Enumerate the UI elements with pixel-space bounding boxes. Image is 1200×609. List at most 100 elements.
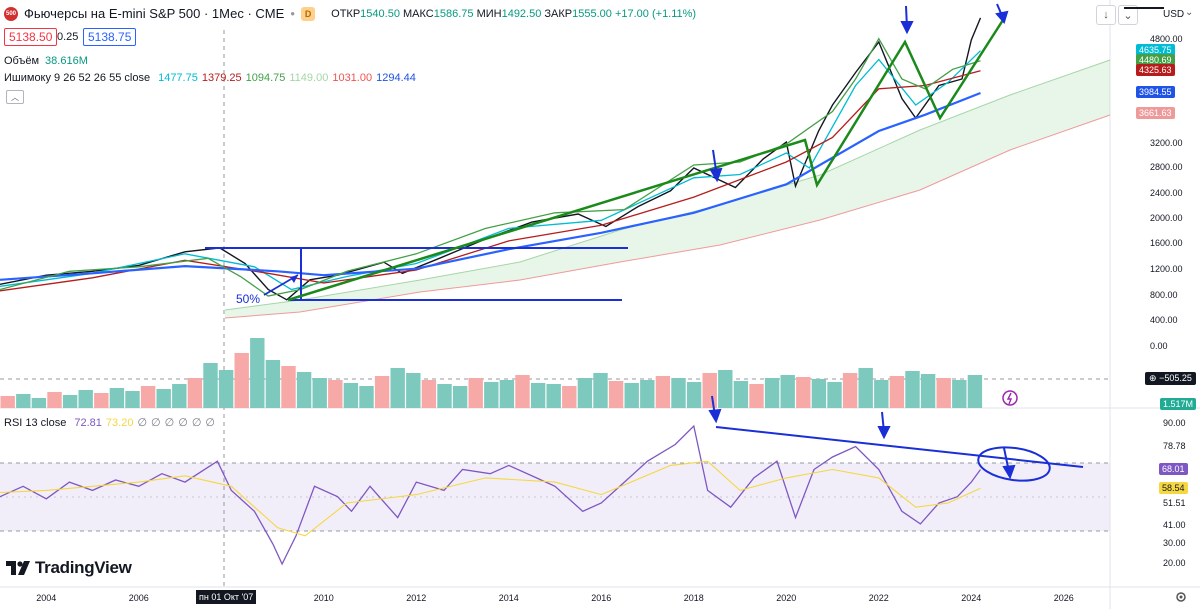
volume-bar xyxy=(842,373,858,408)
rsi-axis-tick: 20.00 xyxy=(1163,558,1186,568)
ichimoku-legend[interactable]: Ишимоку 9 26 52 26 55 close 1477.75 1379… xyxy=(4,72,416,84)
volume-bar xyxy=(702,373,717,408)
price-axis-tick: 2800.00 xyxy=(1150,162,1183,172)
volume-bar xyxy=(936,378,951,408)
price-series-line xyxy=(0,50,981,291)
volume-bar xyxy=(218,370,234,408)
settings-gear-icon[interactable] xyxy=(1174,590,1188,604)
price-scale-separator xyxy=(1124,7,1164,9)
volume-bar xyxy=(265,360,281,408)
volume-bar xyxy=(374,376,390,408)
ichimoku-label: Ишимоку 9 26 52 26 55 close xyxy=(4,72,151,84)
change-value: +17.00 (+1.11%) xyxy=(614,7,697,20)
volume-bar xyxy=(187,378,203,408)
volume-bar xyxy=(608,381,624,408)
volume-bar xyxy=(140,386,156,408)
volume-bar xyxy=(624,383,639,408)
time-axis-tick: 2006 xyxy=(128,593,149,603)
market-closed-dot-icon: ● xyxy=(290,9,296,18)
plus-icon: ⊕ xyxy=(1149,373,1157,383)
volume-bar xyxy=(406,373,421,408)
lightning-bolt xyxy=(1006,392,1013,405)
time-axis-tick: 2004 xyxy=(36,593,57,603)
rsi-axis-tick: 78.78 xyxy=(1163,441,1186,451)
volume-legend[interactable]: Объём 38.616M xyxy=(4,55,88,67)
volume-bar xyxy=(250,338,265,408)
high-label: МАКС xyxy=(403,7,434,20)
crosshair-price-label: ⊕ −505.25 xyxy=(1145,372,1196,385)
volume-bar xyxy=(0,396,15,408)
volume-bar xyxy=(359,386,374,408)
rsi-series-line xyxy=(0,424,982,566)
scroll-down-button[interactable]: ↓ xyxy=(1096,5,1116,25)
price-series-line xyxy=(0,91,981,281)
volume-bar xyxy=(640,380,655,408)
rsi-axis-tick: 51.51 xyxy=(1163,498,1186,508)
volume-bar xyxy=(718,370,733,408)
fifty-percent-annotation[interactable]: 50% xyxy=(236,292,261,306)
symbol-title[interactable]: Фьючерсы на E-mini S&P 500 · 1Мес · CME xyxy=(24,6,285,21)
volume-bar xyxy=(577,378,593,408)
volume-bar xyxy=(796,377,811,408)
tradingview-logo[interactable]: TradingView xyxy=(6,558,132,578)
drawing-green-trend[interactable] xyxy=(287,19,1005,302)
volume-bar xyxy=(530,383,546,408)
chevron-up-icon: ︿ xyxy=(11,92,19,102)
symbol-legend[interactable]: 500 Фьючерсы на E-mini S&P 500 · 1Мес · … xyxy=(4,6,696,21)
senkou-b-line xyxy=(224,114,1111,319)
rsi-axis-tick: 90.00 xyxy=(1163,418,1186,428)
volume-layer xyxy=(0,338,983,408)
crosshair-date-label: пн 01 Окт '07 xyxy=(196,590,257,604)
volume-bar xyxy=(421,380,437,408)
price-axis-tag: 3984.55 xyxy=(1136,86,1175,98)
volume-label: Объём xyxy=(4,55,40,67)
volume-bar xyxy=(733,381,749,408)
rsi-layer xyxy=(0,424,982,566)
volume-bar xyxy=(546,384,561,408)
volume-bar xyxy=(858,368,873,408)
rsi-value: ∅ xyxy=(178,417,188,429)
buy-price-button[interactable]: 5138.75 xyxy=(83,28,137,46)
delayed-badge[interactable]: D xyxy=(301,6,316,21)
price-axis-tick: 2000.00 xyxy=(1150,213,1183,223)
rsi-value: ∅ xyxy=(151,417,161,429)
currency-chevron-icon: ⌄ xyxy=(1185,7,1194,18)
volume-bar xyxy=(312,378,327,408)
currency-label[interactable]: USD xyxy=(1163,9,1185,20)
drawing-rsi-circle[interactable] xyxy=(976,443,1052,485)
volume-bar xyxy=(296,372,312,408)
high-value: 1586.75 xyxy=(433,7,474,20)
volume-bar xyxy=(281,366,296,408)
volume-bar xyxy=(78,390,93,408)
open-value: 1540.50 xyxy=(360,7,400,20)
volume-bar xyxy=(468,378,483,408)
collapse-legend-button[interactable]: ︿ xyxy=(6,90,24,104)
volume-bar xyxy=(920,374,936,408)
symbol-icon: 500 xyxy=(4,6,18,21)
more-button[interactable]: ⌄ xyxy=(1118,5,1138,25)
volume-bar xyxy=(109,388,125,408)
drawing-rsi-trendline[interactable] xyxy=(715,426,1084,468)
volume-bar xyxy=(780,375,795,408)
volume-bar xyxy=(31,398,47,408)
volume-bar xyxy=(234,353,249,408)
volume-bar xyxy=(94,393,109,408)
time-axis-tick: 2022 xyxy=(868,593,889,603)
drawing-arrow-50-head xyxy=(290,275,298,283)
time-axis-tick: 2024 xyxy=(961,593,982,603)
volume-bar xyxy=(16,394,31,408)
lightning-icon[interactable] xyxy=(1002,390,1018,406)
price-axis-tick: 1600.00 xyxy=(1150,238,1183,248)
volume-bar xyxy=(905,371,920,408)
time-axis-tick: 2026 xyxy=(1053,593,1074,603)
ichimoku-value: 1379.25 xyxy=(201,72,242,84)
ichimoku-value: 1294.44 xyxy=(376,72,416,84)
rsi-legend[interactable]: RSI 13 close 72.81 73.20 ∅ ∅ ∅ ∅ ∅ ∅ xyxy=(4,416,215,430)
rsi-value: 73.20 xyxy=(105,416,134,429)
drawing-arrows[interactable] xyxy=(708,3,1016,480)
price-axis-tag: 4480.69 xyxy=(1136,53,1175,66)
volume-bar xyxy=(156,389,171,408)
volume-bar xyxy=(593,373,608,408)
sell-price-button[interactable]: 5138.50 xyxy=(4,28,58,46)
